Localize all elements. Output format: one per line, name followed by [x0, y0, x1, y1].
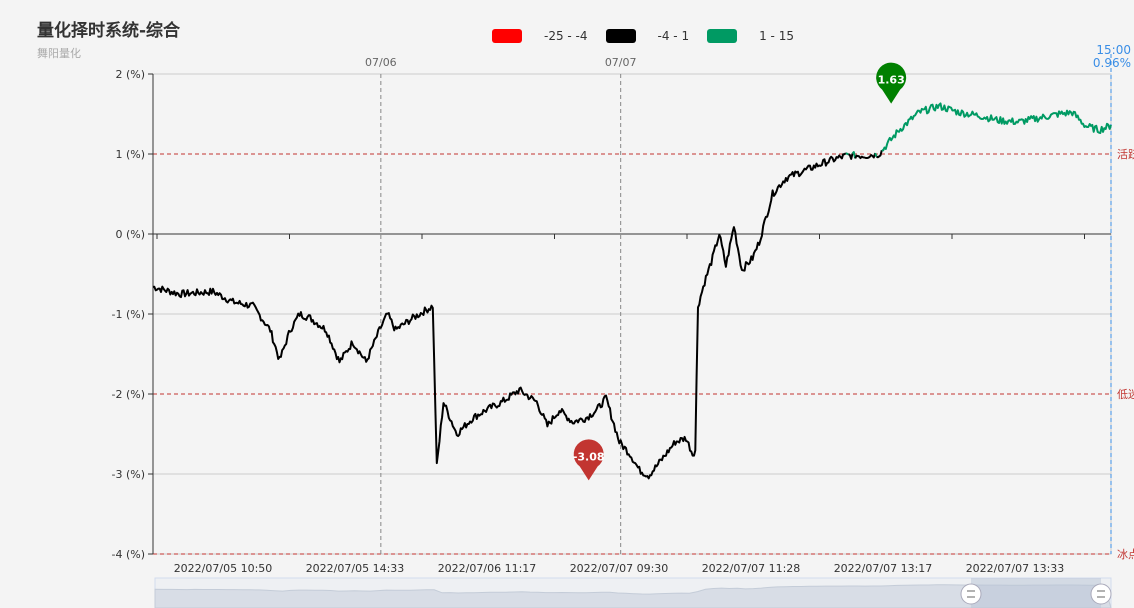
- handle-knob: [960, 583, 982, 605]
- marker-pin: [573, 439, 604, 481]
- datazoom-right-handle[interactable]: [1090, 583, 1112, 605]
- legend-swatch-red: [492, 29, 522, 43]
- readout-time: 15:00: [1096, 43, 1131, 57]
- threshold-label: 低迷: [1117, 388, 1134, 401]
- series-line-segment: [845, 152, 849, 156]
- threshold-label: 活跃: [1117, 147, 1134, 161]
- y-tick-label: -3 (%): [112, 468, 146, 481]
- y-tick-label: -4 (%): [112, 548, 146, 561]
- series-line-segment: [876, 149, 883, 159]
- series-line-segment: [881, 102, 1112, 152]
- axis-pointer-readout: 15:00 0.96%: [1093, 44, 1131, 70]
- legend-label-green: 1 - 15: [759, 29, 794, 43]
- y-tick-label: 0 (%): [115, 228, 145, 241]
- day-separator-label: 07/06: [365, 56, 397, 69]
- y-tick-label: 2 (%): [115, 68, 145, 81]
- datazoom-left-handle[interactable]: [960, 583, 982, 605]
- datazoom-preview: [154, 584, 1112, 608]
- series-line-segment: [874, 152, 878, 157]
- x-tick-label: 2022/07/07 11:28: [702, 562, 801, 575]
- y-tick-label: -1 (%): [112, 308, 146, 321]
- legend-swatch-black: [605, 29, 636, 43]
- x-tick-label: 2022/07/07 13:33: [966, 562, 1065, 575]
- marker-label: -3.08: [573, 450, 605, 463]
- series-line-segment: [848, 153, 854, 160]
- chart-subtitle: 舞阳量化: [37, 47, 81, 60]
- legend-item-red[interactable]: -25 - -4: [492, 29, 588, 43]
- legend-item-green[interactable]: 1 - 15: [707, 29, 794, 43]
- chart-title: 量化择时系统-综合: [37, 21, 181, 41]
- y-tick-label: 1 (%): [115, 148, 145, 161]
- legend-item-black[interactable]: -4 - 1: [605, 29, 690, 43]
- handle-knob: [1090, 583, 1112, 605]
- extreme-marker: -3.08: [573, 439, 605, 481]
- x-tick-label: 2022/07/07 13:17: [834, 562, 933, 575]
- x-tick-label: 2022/07/06 11:17: [438, 562, 537, 575]
- series-line-segment: [152, 152, 847, 480]
- series-line-segment: [851, 151, 857, 159]
- legend-label-black: -4 - 1: [657, 29, 690, 43]
- extreme-marker: 1.63: [876, 62, 907, 104]
- x-tick-label: 2022/07/07 09:30: [570, 562, 669, 575]
- day-separator-label: 07/07: [605, 56, 637, 69]
- x-tick-label: 2022/07/05 14:33: [306, 562, 405, 575]
- series-line-segment: [854, 152, 877, 160]
- legend: -25 - -4 -4 - 1 1 - 15: [492, 28, 812, 44]
- marker-pin: [876, 62, 907, 104]
- marker-label: 1.63: [878, 74, 905, 87]
- datazoom-window: [971, 578, 1101, 608]
- x-tick-label: 2022/07/05 10:50: [174, 562, 273, 575]
- legend-label-red: -25 - -4: [544, 29, 588, 43]
- legend-swatch-green: [707, 29, 738, 43]
- threshold-label: 冰点: [1117, 548, 1134, 561]
- y-tick-label: -2 (%): [112, 388, 146, 401]
- readout-value: 0.96%: [1092, 56, 1131, 70]
